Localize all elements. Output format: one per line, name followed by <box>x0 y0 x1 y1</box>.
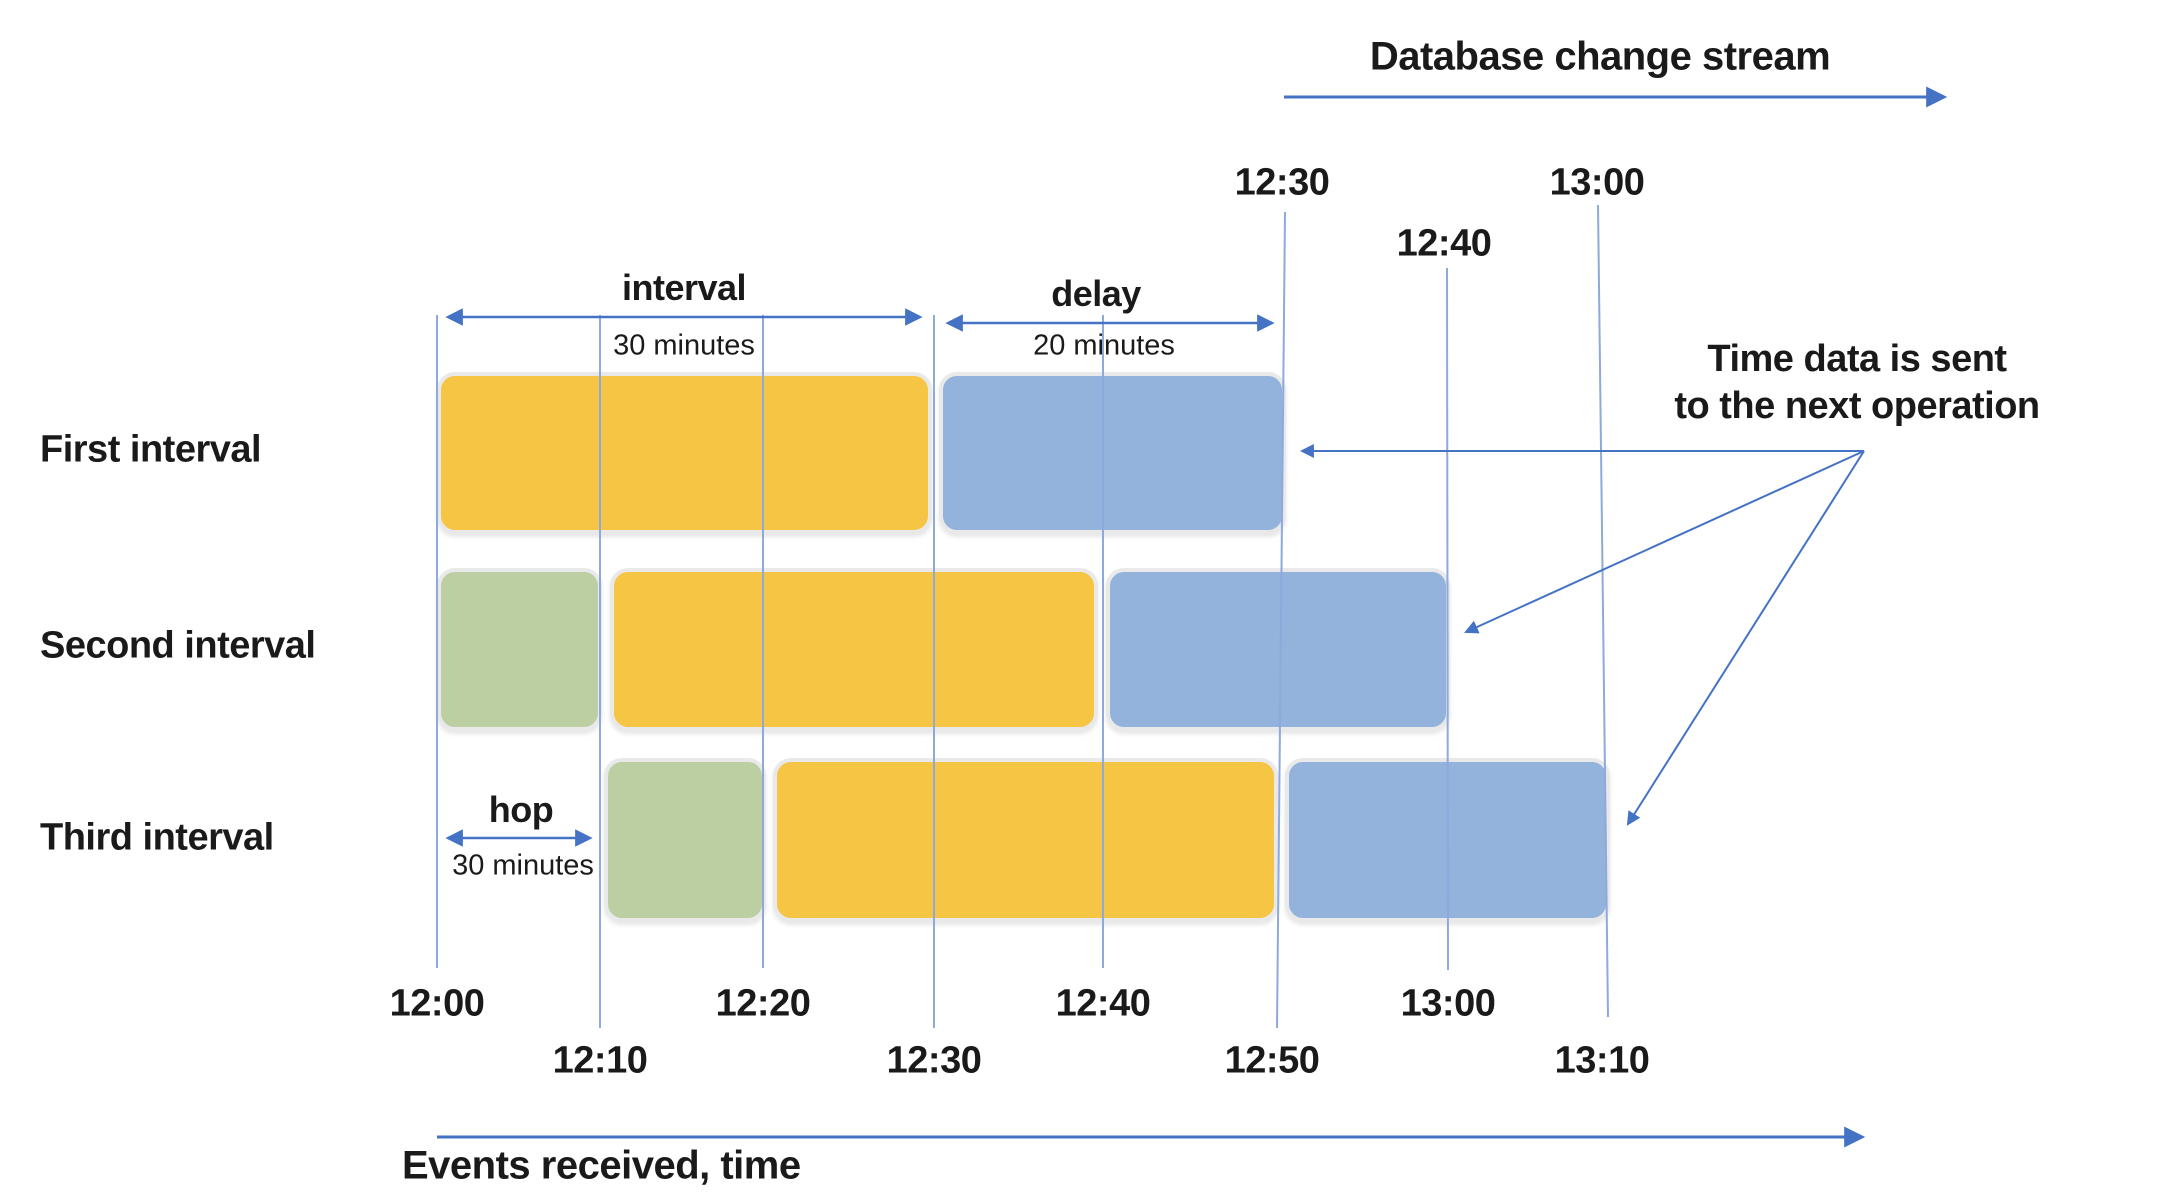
event-tick-13-10: 13:10 <box>1554 1039 1650 1082</box>
event-tick-12-30: 12:30 <box>886 1039 982 1082</box>
interval-label: interval <box>621 267 747 308</box>
event-tick-13-00: 13:00 <box>1400 982 1496 1025</box>
event-tick-12-00: 12:00 <box>389 982 485 1025</box>
stream-tick-12-40: 12:40 <box>1396 222 1492 265</box>
event-tick-12-20: 12:20 <box>715 982 811 1025</box>
third-interval-delay-block <box>1285 758 1610 922</box>
row-label-second-interval: Second interval <box>40 624 316 667</box>
event-tick-12-40: 12:40 <box>1055 982 1151 1025</box>
hop-value: 30 minutes <box>452 849 594 882</box>
second-interval-delay-block <box>1106 568 1450 731</box>
annotation-arrow-third-interval <box>1626 450 1865 826</box>
stream-axis-title: Database change stream <box>1369 34 1831 79</box>
annotation-line-2: to the next operation <box>1674 385 2040 427</box>
third-interval-hop-block <box>604 758 766 922</box>
annotation-line-1: Time data is sent <box>1707 338 2007 380</box>
hop-label: hop <box>488 789 554 830</box>
row-label-third-interval: Third interval <box>40 816 274 859</box>
stream-tick-12-30: 12:30 <box>1234 161 1330 204</box>
row-label-first-interval: First interval <box>40 428 262 471</box>
first-interval-delay-block <box>939 372 1286 534</box>
second-interval-hop-block <box>437 568 602 731</box>
second-interval-window-block <box>610 568 1098 731</box>
stream-tick-13-00: 13:00 <box>1549 161 1645 204</box>
annotation-text: Time data is sent to the next operation <box>1674 336 2040 430</box>
event-axis-title: Events received, time <box>402 1143 801 1188</box>
event-tick-12-50: 12:50 <box>1224 1039 1320 1082</box>
delay-label: delay <box>1051 273 1141 314</box>
annotation-arrow-second-interval <box>1464 450 1865 634</box>
third-interval-window-block <box>773 758 1278 922</box>
delay-value: 20 minutes <box>1033 329 1175 362</box>
event-tick-12-10: 12:10 <box>552 1039 648 1082</box>
first-interval-window-block <box>437 372 932 534</box>
interval-value: 30 minutes <box>613 329 755 362</box>
